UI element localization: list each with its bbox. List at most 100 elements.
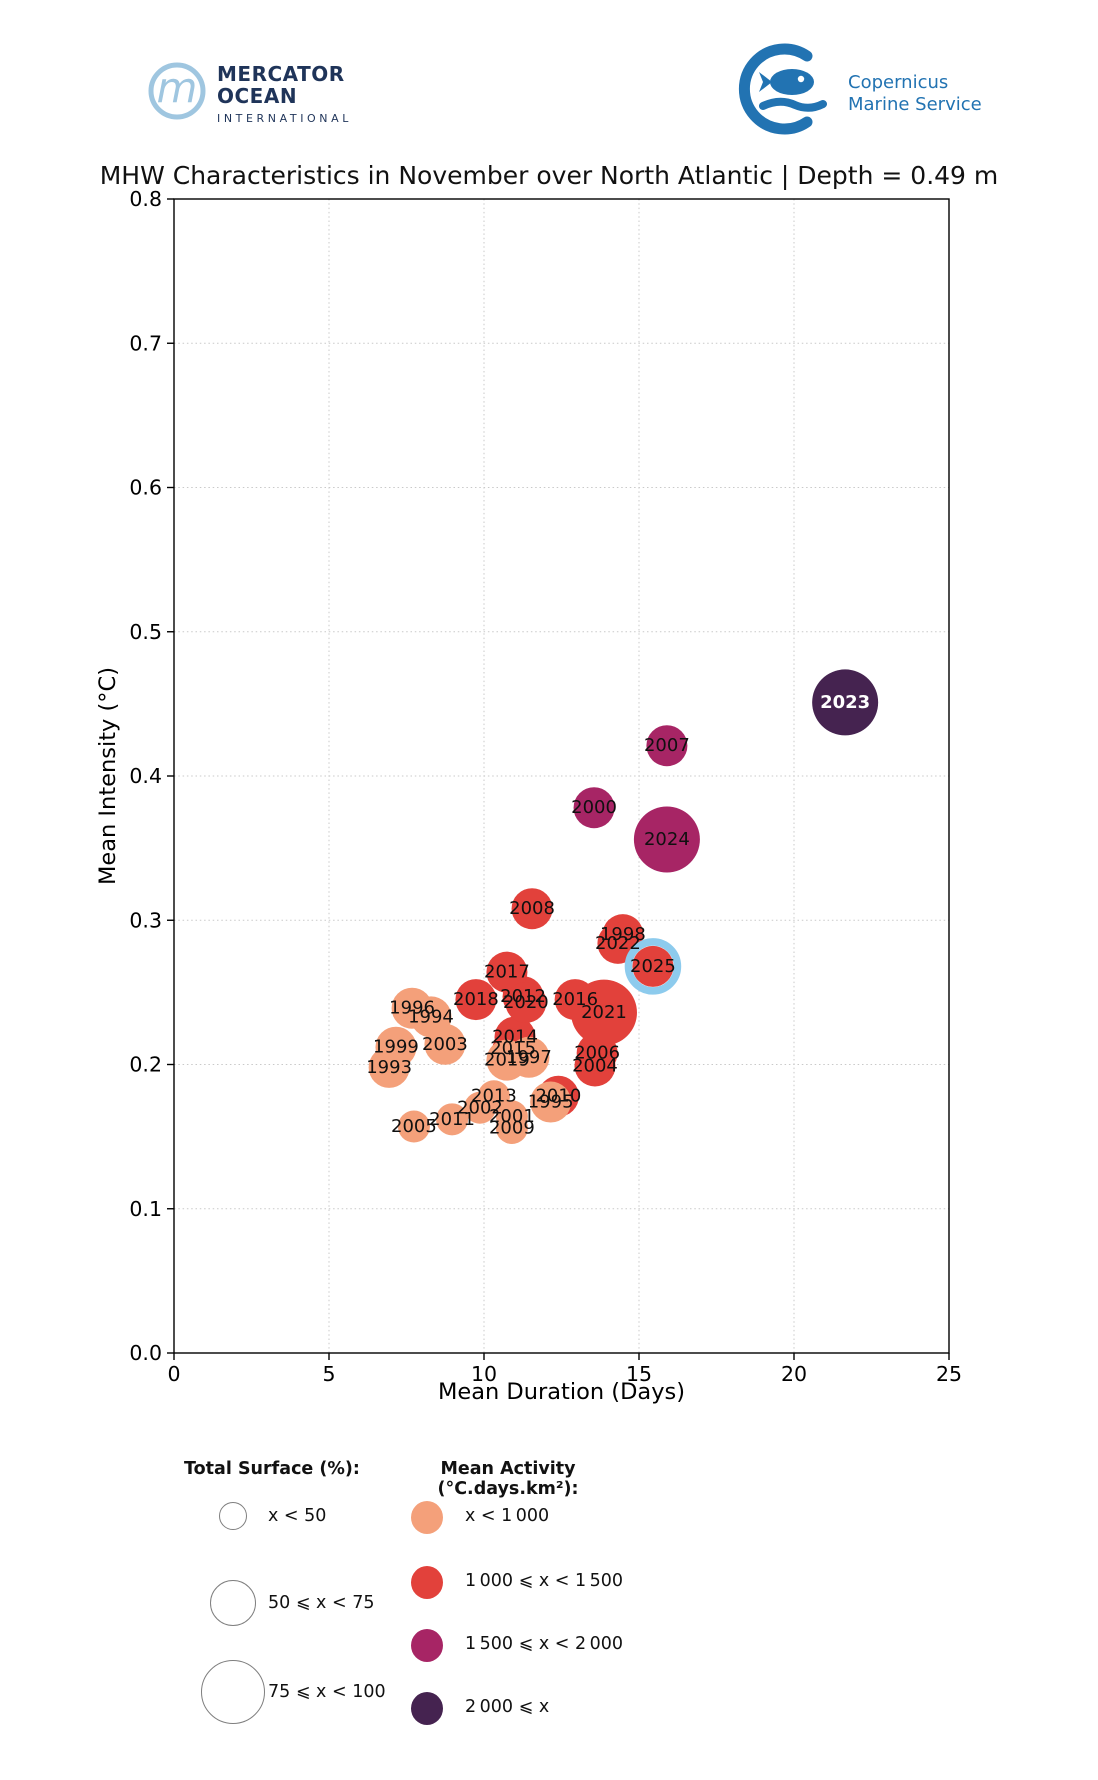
bubble-2025 (632, 945, 674, 987)
y-tick-label-0.0: 0.0 (129, 1341, 162, 1365)
bubble-2013 (477, 1080, 510, 1113)
y-tick-label-0.5: 0.5 (129, 620, 162, 644)
legend-activity-swatch-1500-2000 (411, 1629, 443, 1662)
copernicus-logo-crescent (738, 43, 813, 135)
legend-surface-circle-large (201, 1660, 265, 1724)
year-label-2012: 2012 (500, 986, 546, 1007)
bubble-2019 (486, 1039, 528, 1081)
legend-activity-label-ge-2000: 2 000 ⩽ x (465, 1697, 550, 1717)
legend-activity-swatch-lt-1000 (411, 1501, 443, 1534)
year-label-2011: 2011 (429, 1109, 475, 1130)
legend-surface-label-large: 75 ⩽ x < 100 (268, 1682, 386, 1702)
bubble-1995 (530, 1081, 572, 1123)
bubble-2023 (812, 669, 879, 736)
bubble-2011 (436, 1103, 469, 1136)
legend-surface-title: Total Surface (%): (184, 1459, 360, 1479)
mercator-logo-circle (148, 62, 206, 120)
bubble-2017 (486, 951, 528, 993)
year-label-1999: 1999 (373, 1037, 419, 1058)
bubble-2021 (570, 979, 637, 1046)
year-label-2013: 2013 (471, 1086, 517, 1107)
x-tick-label-15: 15 (626, 1362, 652, 1386)
year-label-2004: 2004 (572, 1055, 618, 1076)
page-title: MHW Characteristics in November over Nor… (99, 161, 999, 190)
bubble-2003 (424, 1023, 466, 1065)
year-label-2018: 2018 (453, 989, 499, 1010)
year-label-1995: 1995 (528, 1092, 574, 1113)
year-label-1993: 1993 (366, 1057, 412, 1078)
legend-activity-title: Mean Activity (°C.days.km²): (437, 1459, 579, 1499)
year-label-2001: 2001 (489, 1106, 535, 1127)
highlight-ring-2025 (624, 938, 682, 995)
bubble-2009 (495, 1111, 528, 1144)
x-tick-label-25: 25 (936, 1362, 962, 1386)
y-axis-label: Mean Intensity (°C) (95, 667, 121, 885)
bubble-2000 (573, 787, 615, 829)
legend-surface-label-medium: 50 ⩽ x < 75 (268, 1593, 375, 1613)
legend-activity-swatch-1000-1500 (411, 1566, 443, 1599)
mercator-wordmark-line1: MERCATOR (217, 62, 345, 86)
bubble-2005 (397, 1110, 430, 1143)
y-tick-label-0.1: 0.1 (129, 1197, 162, 1221)
legend-surface-circle-medium (210, 1580, 256, 1626)
y-tick-label-0.4: 0.4 (129, 764, 162, 788)
year-label-1996: 1996 (389, 998, 435, 1019)
year-label-2006: 2006 (574, 1042, 620, 1063)
mercator-wordmark-line2: OCEAN (217, 84, 297, 108)
bubble-2007 (646, 725, 688, 767)
year-label-2019: 2019 (484, 1050, 530, 1071)
bubble-2018 (455, 979, 497, 1021)
year-label-2023: 2023 (820, 692, 870, 713)
year-label-2020: 2020 (503, 992, 549, 1013)
bubble-1999 (375, 1026, 417, 1068)
copernicus-wave-icon (759, 97, 827, 112)
year-label-2021: 2021 (581, 1002, 627, 1023)
year-label-2003: 2003 (422, 1034, 468, 1055)
year-label-2014: 2014 (492, 1027, 538, 1048)
mercator-wordmark-line3: INTERNATIONAL (217, 112, 352, 125)
x-tick-label-20: 20 (781, 1362, 807, 1386)
x-axis-label: Mean Duration (Days) (438, 1379, 685, 1405)
year-label-2025: 2025 (630, 956, 676, 977)
year-label-2002: 2002 (457, 1097, 503, 1118)
year-label-2024: 2024 (644, 829, 690, 850)
y-tick-label-0.8: 0.8 (129, 187, 162, 211)
legend-activity-label-1000-1500: 1 000 ⩽ x < 1 500 (465, 1571, 623, 1591)
year-label-2008: 2008 (509, 898, 555, 919)
year-label-2009: 2009 (489, 1117, 535, 1138)
bubble-2024 (633, 806, 700, 873)
year-label-2022: 2022 (595, 933, 641, 954)
year-label-1998: 1998 (600, 924, 646, 945)
year-label-2015: 2015 (490, 1038, 536, 1059)
year-label-2010: 2010 (535, 1086, 581, 1107)
year-label-2000: 2000 (571, 797, 617, 818)
copernicus-fish-icon (759, 69, 814, 95)
year-label-2017: 2017 (484, 962, 530, 983)
copernicus-wordmark-line1: Copernicus (848, 72, 948, 93)
y-tick-label-0.2: 0.2 (129, 1053, 162, 1077)
mercator-logo-monogram: m (157, 63, 198, 112)
legend-surface-label-small: x < 50 (268, 1506, 327, 1526)
legend-activity-label-1500-2000: 1 500 ⩽ x < 2 000 (465, 1634, 623, 1654)
year-label-1994: 1994 (408, 1006, 454, 1027)
x-tick-label-0: 0 (167, 1362, 180, 1386)
copernicus-wordmark-line2: Marine Service (848, 94, 982, 115)
bubble-2020 (505, 981, 547, 1023)
year-label-2007: 2007 (644, 735, 690, 756)
x-tick-label-10: 10 (471, 1362, 497, 1386)
legend-activity-swatch-ge-2000 (411, 1692, 443, 1725)
year-label-1997: 1997 (506, 1047, 552, 1068)
y-tick-label-0.7: 0.7 (129, 331, 162, 355)
y-tick-label-0.6: 0.6 (129, 476, 162, 500)
bubble-1996 (391, 987, 433, 1029)
copernicus-marine-service-logo: Copernicus Marine Service (738, 43, 982, 135)
year-label-2005: 2005 (391, 1116, 437, 1137)
legend-surface-circle-small (219, 1502, 247, 1530)
y-tick-label-0.3: 0.3 (129, 908, 162, 932)
year-label-2016: 2016 (552, 989, 598, 1010)
x-tick-label-5: 5 (322, 1362, 335, 1386)
legend-activity-label-lt-1000: x < 1 000 (465, 1506, 550, 1526)
mercator-ocean-logo: m MERCATOR OCEAN INTERNATIONAL (148, 62, 352, 125)
bubble-2008 (511, 888, 553, 930)
